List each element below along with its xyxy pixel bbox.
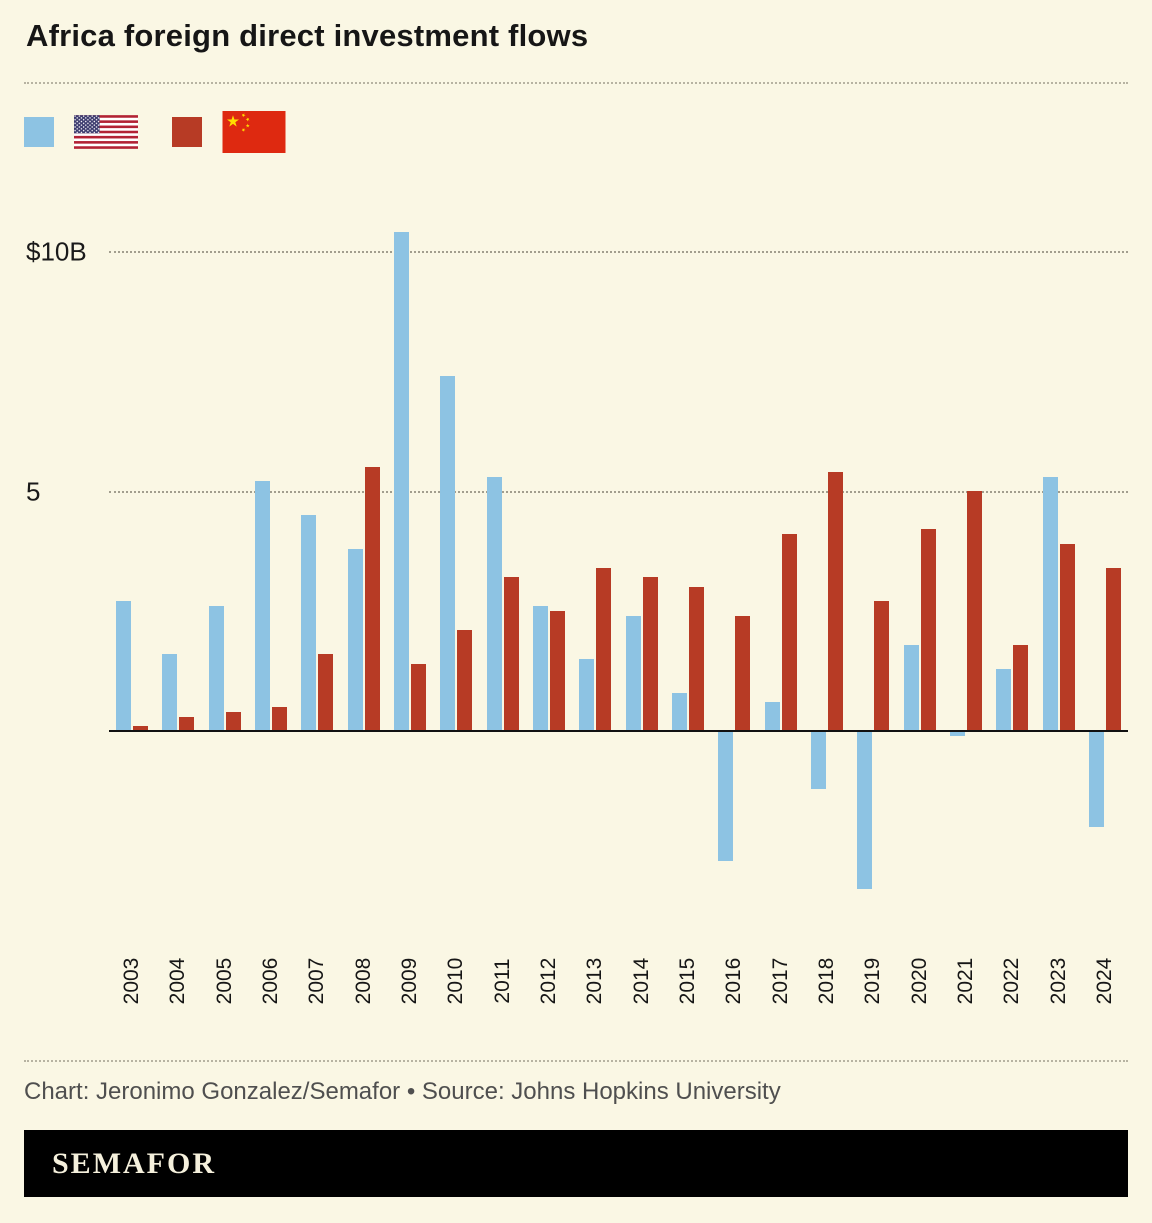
china-bar-2017 [781, 534, 797, 731]
x-axis-year-label: 2003 [120, 957, 144, 1005]
us-bar-2012 [533, 606, 549, 731]
us-bar-2022 [996, 668, 1012, 731]
china-bar-2016 [735, 615, 751, 731]
x-axis-year-label: 2004 [166, 957, 190, 1005]
x-axis-year-label: 2018 [814, 957, 838, 1005]
china-bar-2009 [411, 663, 427, 731]
us-bar-2007 [301, 515, 317, 731]
us-bar-2003 [116, 601, 132, 731]
x-axis-year-label: 2006 [259, 957, 283, 1005]
x-axis-year-label: 2021 [953, 957, 977, 1005]
y-gridline [109, 491, 1128, 493]
china-bar-2007 [318, 654, 334, 731]
us-bar-2015 [671, 692, 687, 731]
x-axis-year-label: 2010 [444, 957, 468, 1005]
china-bar-2013 [596, 567, 612, 731]
china-bar-2022 [1013, 644, 1029, 731]
us-flag-icon [74, 111, 138, 153]
us-bar-2019 [857, 731, 873, 890]
x-axis-baseline [109, 730, 1128, 732]
us-bar-2009 [394, 231, 410, 731]
y-axis-tick-label: $10B [26, 236, 87, 267]
x-axis-year-label: 2017 [768, 957, 792, 1005]
y-axis-tick-label: 5 [26, 476, 41, 507]
china-bar-2008 [364, 467, 380, 731]
bar-chart: $10B 5 2003 2004 2005 2006 2007 2008 2009 2010 201… [24, 176, 1128, 1036]
china-bar-2021 [966, 491, 982, 731]
us-bar-2006 [255, 481, 271, 731]
x-axis-year-label: 2020 [907, 957, 931, 1005]
x-axis-year-label: 2022 [1000, 957, 1024, 1005]
china-bar-2020 [920, 529, 936, 731]
credit-line: Chart: Jeronimo Gonzalez/Semafor • Sourc… [24, 1078, 781, 1105]
x-axis-year-label: 2012 [537, 957, 561, 1005]
china-bar-2015 [688, 587, 704, 731]
us-bar-2011 [486, 476, 502, 731]
x-axis-year-label: 2015 [675, 957, 699, 1005]
x-axis-year-label: 2016 [722, 957, 746, 1005]
y-gridline [109, 251, 1128, 253]
x-axis-year-label: 2024 [1092, 957, 1116, 1005]
bottom-divider [24, 1060, 1128, 1062]
us-bar-2017 [764, 702, 780, 731]
china-bar-2023 [1059, 543, 1075, 731]
x-axis-year-label: 2014 [629, 957, 653, 1005]
china-series-swatch [172, 117, 202, 147]
us-bar-2016 [718, 731, 734, 861]
top-divider [24, 82, 1128, 84]
china-bar-2014 [642, 577, 658, 731]
china-bar-2004 [179, 716, 195, 731]
x-axis-year-label: 2013 [583, 957, 607, 1005]
us-bar-2023 [1042, 476, 1058, 731]
us-bar-2021 [949, 731, 965, 736]
x-axis-year-label: 2019 [861, 957, 885, 1005]
china-bar-2005 [225, 711, 241, 731]
china-bar-2012 [550, 611, 566, 731]
us-bar-2024 [1088, 731, 1104, 827]
us-bar-2018 [810, 731, 826, 789]
china-bar-2018 [827, 471, 843, 731]
china-bar-2024 [1105, 567, 1121, 731]
china-bar-2019 [874, 601, 890, 731]
us-bar-2005 [208, 606, 224, 731]
semafor-logo: SEMAFOR [52, 1146, 216, 1180]
us-series-swatch [24, 117, 54, 147]
china-flag-icon [222, 111, 286, 153]
us-bar-2014 [625, 615, 641, 731]
us-bar-2010 [440, 375, 456, 731]
chart-title: Africa foreign direct investment flows [26, 18, 589, 53]
us-bar-2004 [162, 654, 178, 731]
x-axis-year-label: 2005 [212, 957, 236, 1005]
x-axis-year-label: 2009 [398, 957, 422, 1005]
x-axis-year-label: 2008 [351, 957, 375, 1005]
china-bar-2010 [457, 630, 473, 731]
china-bar-2011 [503, 577, 519, 731]
china-bar-2006 [272, 707, 288, 731]
x-axis-year-label: 2023 [1046, 957, 1070, 1005]
us-bar-2008 [347, 548, 363, 731]
semafor-footer: SEMAFOR [24, 1130, 1128, 1197]
chart-legend [24, 110, 1128, 154]
x-axis-year-label: 2007 [305, 957, 329, 1005]
china-bar-2003 [133, 726, 149, 731]
us-bar-2013 [579, 659, 595, 731]
us-bar-2020 [903, 644, 919, 731]
x-axis-year-label: 2011 [490, 958, 514, 1004]
